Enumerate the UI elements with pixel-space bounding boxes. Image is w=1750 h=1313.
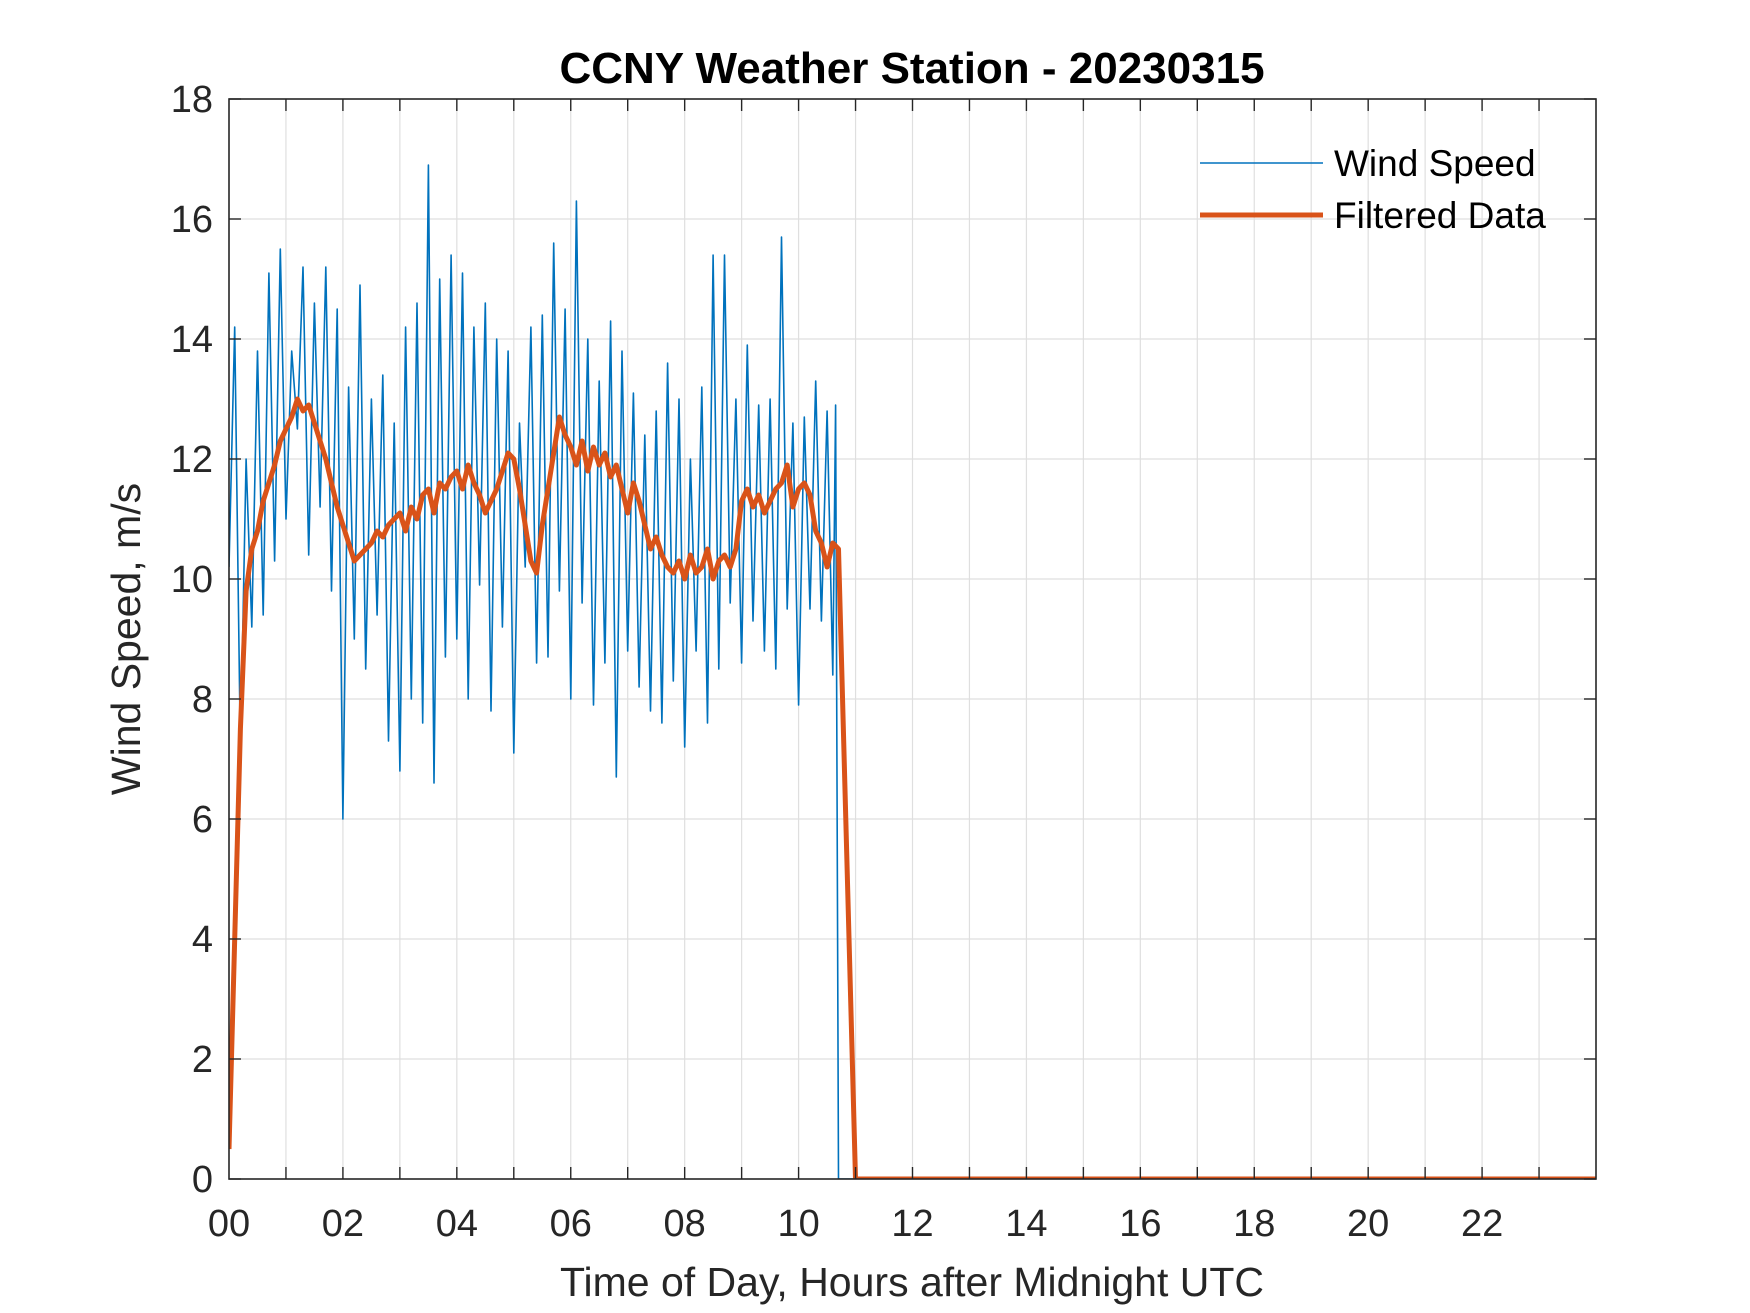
wind-speed-line xyxy=(229,164,1596,1179)
chart-title: CCNY Weather Station - 20230315 xyxy=(559,44,1264,93)
series-layer xyxy=(229,164,1596,1179)
x-tick-label: 04 xyxy=(436,1203,478,1245)
legend-label-wind-speed: Wind Speed xyxy=(1334,143,1536,184)
y-tick-label: 8 xyxy=(192,679,213,721)
y-tick-label: 0 xyxy=(192,1159,213,1201)
y-tick-label: 18 xyxy=(171,79,213,121)
x-tick-label: 06 xyxy=(550,1203,592,1245)
x-tick-label: 18 xyxy=(1233,1203,1275,1245)
x-tick-label: 20 xyxy=(1347,1203,1389,1245)
x-tick-label: 10 xyxy=(777,1203,819,1245)
y-tick-label: 10 xyxy=(171,559,213,601)
x-tick-label: 22 xyxy=(1461,1203,1503,1245)
x-tick-label: 12 xyxy=(891,1203,933,1245)
y-tick-label: 4 xyxy=(192,919,213,961)
y-tick-labels: 0 2 4 6 8 10 12 14 16 18 xyxy=(171,79,213,1201)
y-tick-label: 16 xyxy=(171,199,213,241)
x-tick-label: 02 xyxy=(322,1203,364,1245)
y-tick-label: 6 xyxy=(192,799,213,841)
legend: Wind Speed Filtered Data xyxy=(1200,143,1546,236)
x-tick-labels: 00 02 04 06 08 10 12 14 16 18 20 22 xyxy=(208,1203,1503,1245)
x-axis-label: Time of Day, Hours after Midnight UTC xyxy=(560,1259,1264,1305)
y-tick-label: 12 xyxy=(171,439,213,481)
grid-lines xyxy=(229,99,1596,1179)
plot-area xyxy=(229,164,1596,1179)
x-tick-label: 08 xyxy=(664,1203,706,1245)
x-tick-label: 14 xyxy=(1005,1203,1047,1245)
x-tick-label: 16 xyxy=(1119,1203,1161,1245)
filtered-data-line xyxy=(229,396,1596,1179)
y-tick-label: 14 xyxy=(171,319,213,361)
tick-marks xyxy=(229,98,1596,1180)
y-axis-label: Wind Speed, m/s xyxy=(103,483,149,795)
legend-label-filtered-data: Filtered Data xyxy=(1334,195,1546,236)
x-tick-label: 00 xyxy=(208,1203,250,1245)
y-tick-label: 2 xyxy=(192,1039,213,1081)
